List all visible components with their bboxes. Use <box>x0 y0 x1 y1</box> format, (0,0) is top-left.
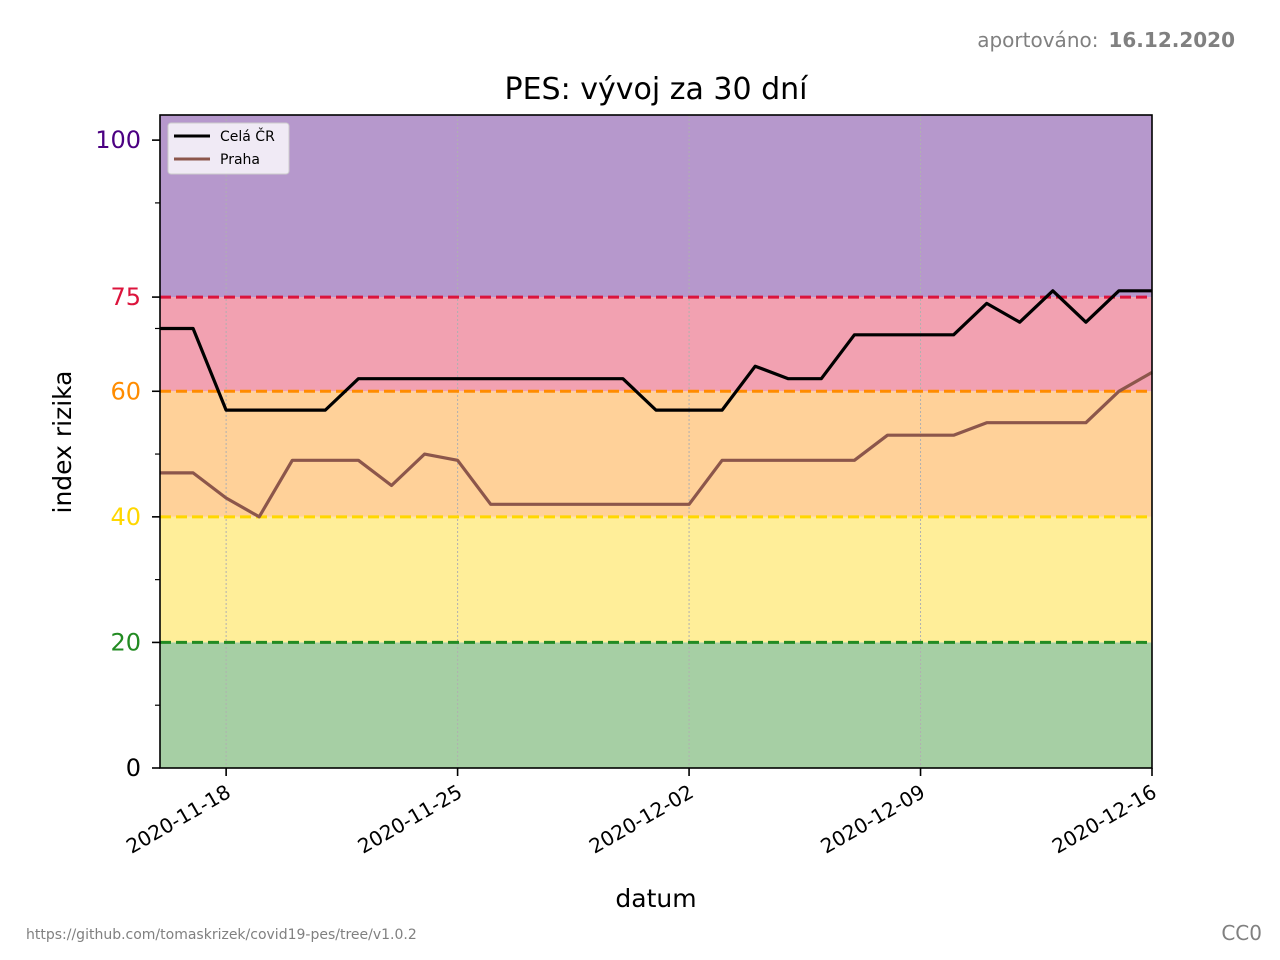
series-line-0 <box>160 289 1152 412</box>
x-axis: 2020-11-18 2020-11-25 2020-12-02 2020-12-09… <box>122 768 1161 858</box>
y-tick-label-20: 20 <box>110 628 141 656</box>
risk-band-4 <box>160 115 1152 298</box>
threshold-lines <box>160 295 1152 644</box>
x-tick-label-0: 2020-11-18 <box>122 780 235 859</box>
plot-frame <box>159 114 1153 769</box>
y-axis-label: index rizika <box>48 371 77 514</box>
risk-band-0 <box>160 642 1152 768</box>
risk-band-2 <box>160 391 1152 517</box>
report-info: aportováno: 16.12.2020 <box>977 28 1235 52</box>
report-label: aportováno: <box>977 28 1099 52</box>
risk-band-3 <box>160 297 1152 392</box>
x-axis-label: datum <box>615 884 696 913</box>
y-tick-label-75: 75 <box>110 283 141 311</box>
y-tick-label-0: 0 <box>126 754 141 782</box>
y-tick-label-60: 60 <box>110 377 141 405</box>
y-axis: 0 20 40 60 75 100 <box>95 126 160 782</box>
risk-band-1 <box>160 516 1152 643</box>
series-lines <box>160 289 1153 519</box>
y-tick-label-40: 40 <box>110 503 141 531</box>
legend-label-0: Celá ČR <box>220 127 275 145</box>
x-tick-label-1: 2020-11-25 <box>353 780 466 859</box>
y-tick-label-100: 100 <box>95 126 141 154</box>
x-tick-label-4: 2020-12-16 <box>1048 780 1161 859</box>
series-line-1 <box>160 371 1153 519</box>
x-tick-label-3: 2020-12-09 <box>816 780 929 859</box>
source-url: https://github.com/tomaskrizek/covid19-p… <box>26 927 417 943</box>
report-date: 16.12.2020 <box>1108 28 1235 52</box>
license-label: CC0 <box>1221 921 1262 945</box>
legend-label-1: Praha <box>220 152 260 168</box>
legend: Celá ČR Praha <box>167 122 290 175</box>
x-tick-label-2: 2020-12-02 <box>585 780 698 859</box>
chart-title: PES: vývoj za 30 dní <box>505 72 810 107</box>
risk-bands <box>160 115 1152 768</box>
